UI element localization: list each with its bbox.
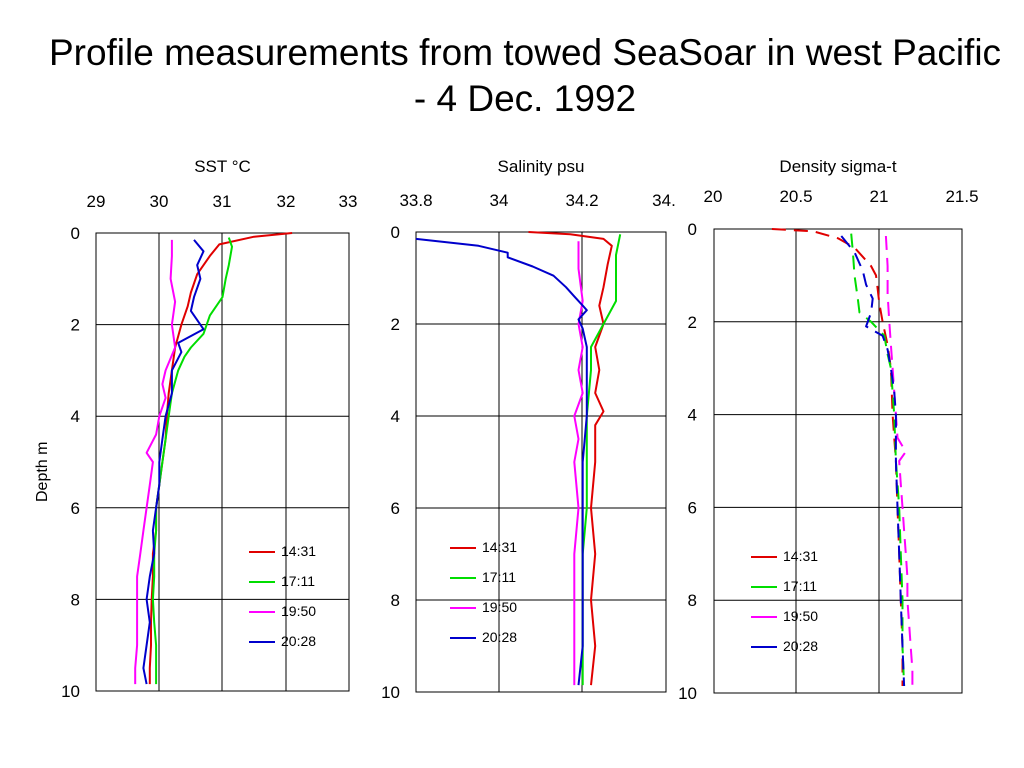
sst-x-tick-label: 32 <box>277 192 296 211</box>
density-x-tick-label: 20 <box>704 187 723 206</box>
sst-plot-frame <box>95 232 350 692</box>
sst-series-2028 <box>142 239 205 685</box>
legend-label: 20:28 <box>482 629 518 645</box>
legend-label: 19:50 <box>281 603 317 619</box>
sst-y-tick-label: 0 <box>71 224 80 243</box>
legend-swatch <box>249 641 275 643</box>
sst-y-tick-label: 4 <box>71 407 80 426</box>
sst-chart: SST °C 29 30 31 32 33 0 2 4 6 8 10 <box>61 157 357 701</box>
legend-label: 19:50 <box>482 599 518 615</box>
salinity-y-tick-label: 0 <box>391 223 400 242</box>
sst-y-tick-label: 6 <box>71 499 80 518</box>
density-y-tick-label: 8 <box>688 591 697 610</box>
legend-swatch <box>450 637 476 639</box>
sst-y-tick-label: 8 <box>71 590 80 609</box>
legend-swatch <box>751 616 777 618</box>
sst-series-1950 <box>134 239 177 685</box>
salinity-y-tick-label: 6 <box>391 499 400 518</box>
sst-x-tick-label: 29 <box>87 192 106 211</box>
salinity-y-tick-label: 2 <box>391 315 400 334</box>
salinity-x-tick-label: 33.8 <box>399 191 432 210</box>
salinity-x-tick-label: 34.2 <box>565 191 598 210</box>
sst-chart-ylabel: Depth m <box>34 441 51 502</box>
density-y-tick-label: 6 <box>688 498 697 517</box>
legend-swatch <box>751 556 777 558</box>
salinity-chart-title: Salinity psu <box>498 157 585 176</box>
legend-swatch <box>751 646 777 648</box>
legend-label: 17:11 <box>281 573 315 589</box>
legend-label: 20:28 <box>783 638 819 654</box>
legend-label: 14:31 <box>281 543 317 559</box>
density-y-tick-label: 0 <box>688 220 697 239</box>
legend-swatch <box>450 607 476 609</box>
legend-label: 20:28 <box>281 633 317 649</box>
sst-y-tick-label: 10 <box>61 682 80 701</box>
salinity-plot-frame <box>415 231 667 693</box>
sst-chart-title: SST °C <box>194 157 251 176</box>
slide-title: Profile measurements from towed SeaSoar … <box>48 32 1002 119</box>
salinity-series-1950 <box>573 241 584 686</box>
legend-swatch <box>450 577 476 579</box>
salinity-x-tick-label: 34. <box>652 191 676 210</box>
density-x-tick-label: 21 <box>870 187 889 206</box>
density-y-tick-label: 10 <box>678 684 697 703</box>
density-chart: Density sigma-t 20 20.5 21 21.5 0 2 4 6 8 10 <box>678 157 978 703</box>
salinity-y-tick-label: 4 <box>391 407 400 426</box>
density-x-tick-label: 20.5 <box>779 187 812 206</box>
salinity-x-tick-label: 34 <box>490 191 509 210</box>
legend-label: 17:11 <box>783 578 817 594</box>
legend-swatch <box>249 551 275 553</box>
sst-x-tick-label: 30 <box>150 192 169 211</box>
legend-swatch <box>450 547 476 549</box>
density-chart-title: Density sigma-t <box>779 157 896 176</box>
sst-x-tick-label: 31 <box>213 192 232 211</box>
salinity-y-tick-label: 8 <box>391 591 400 610</box>
density-y-tick-label: 4 <box>688 406 697 425</box>
legend-label: 17:11 <box>482 569 516 585</box>
salinity-chart: Salinity psu 33.8 34 34.2 34. 0 2 4 6 8 10 <box>381 157 676 702</box>
salinity-y-tick-label: 10 <box>381 683 400 702</box>
density-x-tick-label: 21.5 <box>945 187 978 206</box>
sst-y-tick-label: 2 <box>71 316 80 335</box>
legend-swatch <box>249 611 275 613</box>
legend-label: 19:50 <box>783 608 819 624</box>
salinity-series-2028 <box>415 237 588 686</box>
density-y-tick-label: 2 <box>688 313 697 332</box>
salinity-series-1711 <box>581 234 622 686</box>
sst-x-tick-label: 33 <box>339 192 358 211</box>
density-series-2028 <box>840 235 906 687</box>
legend-swatch <box>249 581 275 583</box>
legend-label: 14:31 <box>783 548 819 564</box>
legend-label: 14:31 <box>482 539 518 555</box>
density-plot-frame <box>713 228 963 694</box>
salinity-series-1431 <box>528 231 613 686</box>
legend-swatch <box>751 586 777 588</box>
density-series-1950 <box>884 235 914 686</box>
sst-series-1711 <box>151 237 233 685</box>
